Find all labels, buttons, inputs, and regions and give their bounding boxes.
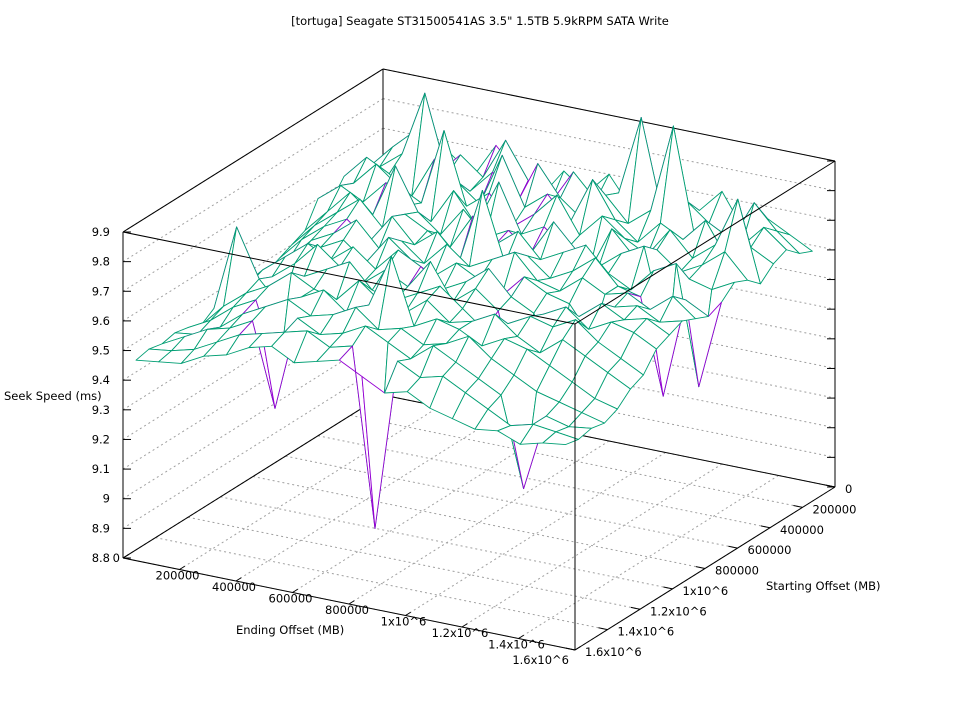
- z-tick-label: 9.1: [92, 462, 110, 476]
- x-tick: [179, 565, 185, 570]
- grid-line: [122, 98, 384, 263]
- x-tick-label: 800000: [325, 603, 369, 617]
- y-tick-label: 0: [845, 482, 852, 496]
- y-tick: [630, 606, 641, 610]
- x-tick: [461, 623, 468, 628]
- x-tick-label: 0: [113, 551, 120, 565]
- y-tick-label: 400000: [780, 523, 824, 537]
- grid-line: [179, 406, 440, 570]
- y-tick: [598, 627, 608, 631]
- z-tick-label: 9.5: [92, 344, 110, 358]
- axis-edge: [574, 160, 836, 325]
- x-tick: [574, 646, 581, 651]
- x-tick: [348, 600, 355, 605]
- surface-mesh: [135, 92, 813, 529]
- x-tick-label: 400000: [212, 580, 256, 594]
- z-tick-label: 9.4: [92, 373, 110, 387]
- y-tick-label: 1.6x10^6: [585, 645, 642, 659]
- z-tick-label: 9: [103, 492, 110, 506]
- y-tick-label: 1.2x10^6: [650, 604, 707, 618]
- grid-line: [405, 452, 666, 616]
- grid-line: [350, 414, 803, 508]
- grid-line: [235, 417, 497, 582]
- x-tick: [235, 577, 242, 582]
- grid-line: [518, 475, 779, 639]
- grid-line: [292, 429, 553, 593]
- x-axis-label: Ending Offset (MB): [236, 623, 344, 637]
- axis-edge: [122, 68, 384, 233]
- x-tick: [518, 634, 524, 639]
- grid-line: [122, 364, 384, 529]
- z-tick-label: 9.2: [92, 432, 110, 446]
- x-tick-label: 1x10^6: [381, 615, 427, 629]
- y-tick: [793, 505, 803, 508]
- axis-edge: [382, 68, 836, 162]
- x-tick-label: 1.6x10^6: [512, 653, 569, 667]
- z-tick-label: 8.9: [92, 521, 110, 535]
- grid-line: [382, 98, 836, 192]
- grid-line: [155, 537, 608, 631]
- z-tick-label: 9.8: [92, 255, 110, 269]
- x-tick-label: 1.4x10^6: [488, 638, 545, 652]
- grid-line: [122, 335, 384, 500]
- z-tick-label: 9.7: [92, 284, 110, 298]
- y-tick: [663, 586, 673, 590]
- grid-line: [122, 127, 384, 292]
- x-tick-label: 200000: [156, 569, 200, 583]
- grid-line: [461, 463, 723, 628]
- grid-line: [348, 440, 610, 605]
- y-tick-label: 800000: [715, 564, 759, 578]
- x-tick-label: 600000: [269, 592, 313, 606]
- y-axis-label: Starting Offset (MB): [766, 579, 881, 593]
- y-tick: [728, 545, 738, 549]
- y-tick: [760, 525, 771, 529]
- z-tick-label: 9.9: [92, 225, 110, 239]
- x-tick: [122, 554, 129, 559]
- y-tick-label: 600000: [748, 543, 792, 557]
- z-axis-label: Seek Speed (ms): [4, 389, 102, 403]
- chart-title: [tortuga] Seagate ST31500541AS 3.5" 1.5T…: [291, 14, 669, 28]
- grid-line: [252, 476, 706, 569]
- axis-edge: [122, 394, 384, 559]
- surface-cell: [659, 125, 697, 244]
- grid-line: [220, 496, 673, 590]
- y-tick-label: 1x10^6: [683, 584, 729, 598]
- z-tick-label: 9.6: [92, 314, 110, 328]
- x-tick: [292, 588, 298, 593]
- tick-labels: 8.8 8.9 9 9.1 9.2 9.3 9.4 9.5 9.6 9.7 9.8 9.9 0 20000…: [92, 160, 857, 667]
- front-axis-box: [122, 160, 836, 650]
- y-tick: [565, 647, 576, 651]
- axis-edge: [122, 231, 576, 325]
- x-tick: [405, 611, 411, 616]
- y-tick: [695, 566, 706, 569]
- y-tick: [825, 484, 836, 488]
- z-tick-label: 9.3: [92, 403, 110, 417]
- surface-cell: [542, 431, 579, 446]
- y-tick-label: 200000: [813, 502, 857, 516]
- z-tick-label: 8.8: [92, 551, 110, 565]
- x-tick-label: 1.2x10^6: [432, 626, 489, 640]
- grid-line: [187, 516, 641, 610]
- y-tick-label: 1.4x10^6: [618, 625, 675, 639]
